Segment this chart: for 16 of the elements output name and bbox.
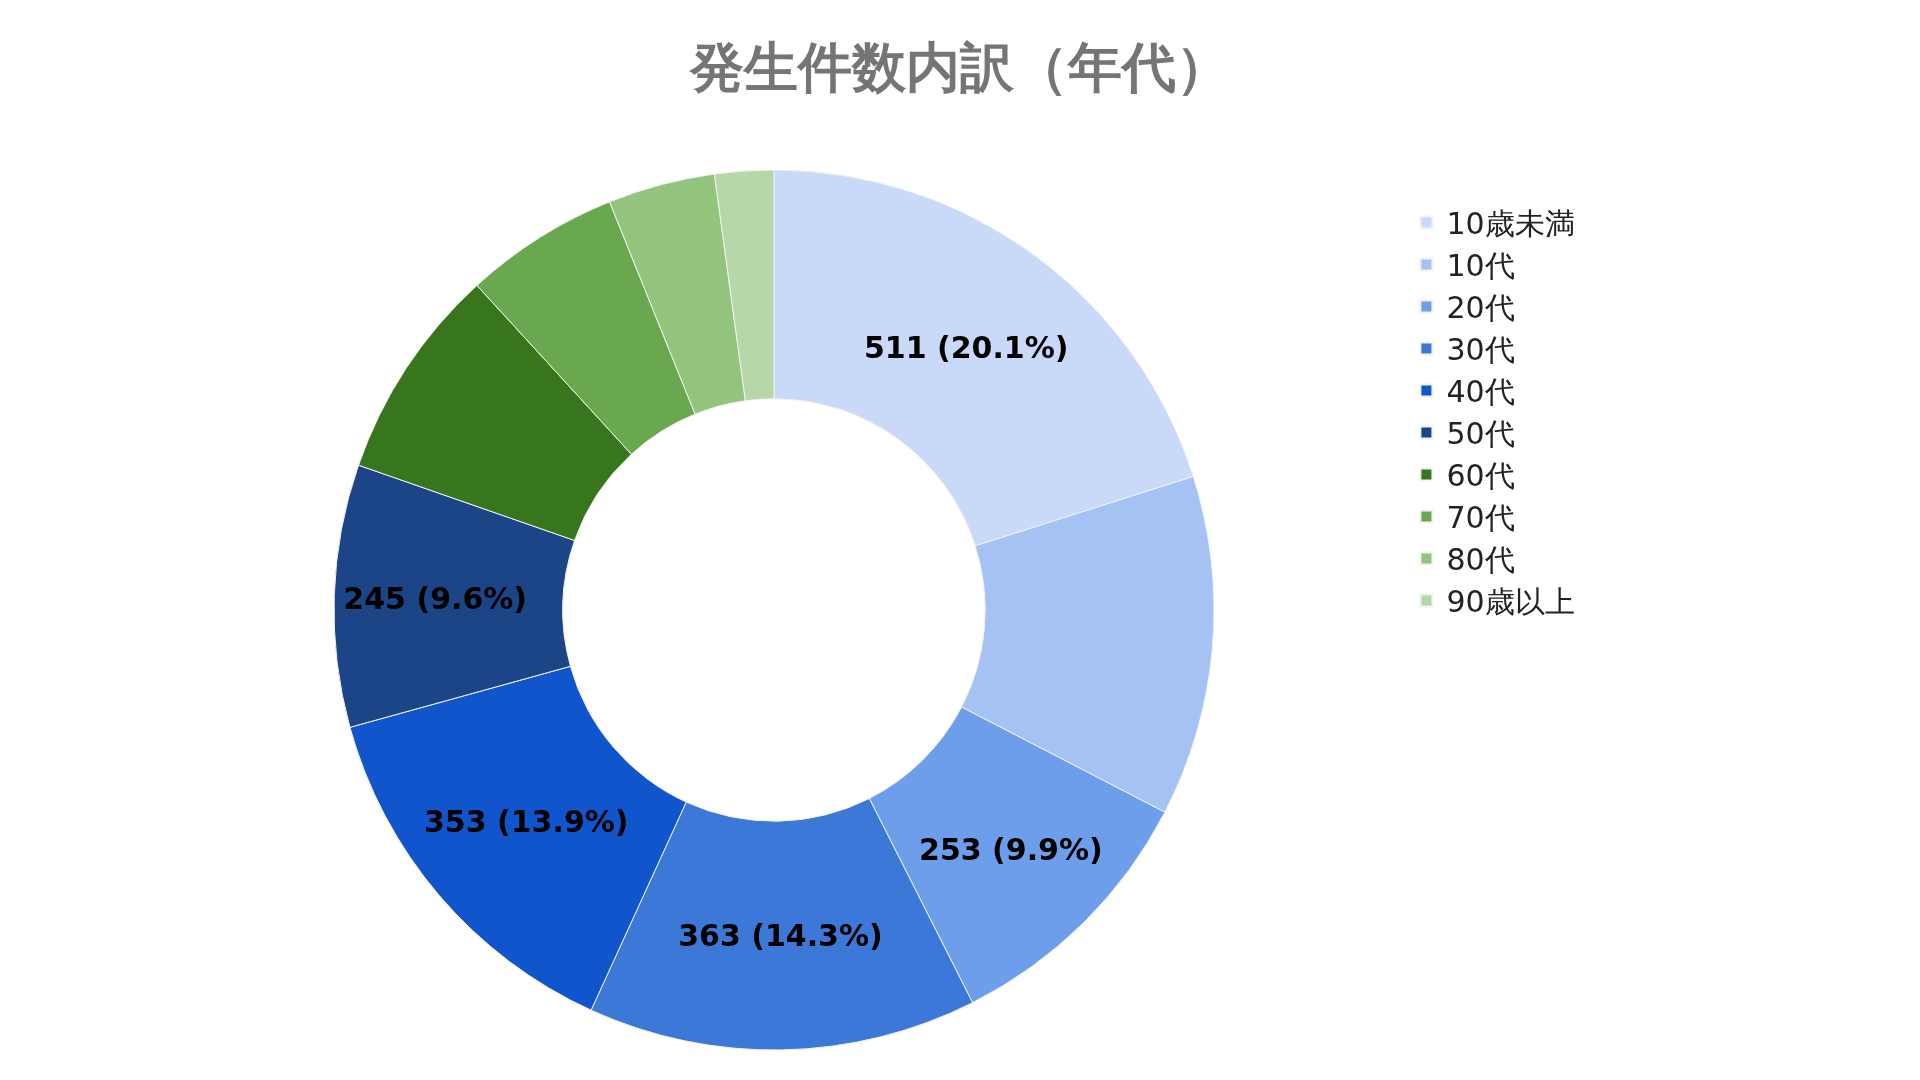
legend-label: 50代 (1446, 416, 1515, 452)
data-label: 353 (13.9%) (423, 803, 629, 839)
legend-label: 20代 (1446, 290, 1515, 326)
legend-label: 80代 (1446, 542, 1515, 578)
legend-label: 10歳未満 (1446, 206, 1575, 242)
legend-label: 90歳以上 (1446, 584, 1575, 620)
legend-label: 40代 (1446, 374, 1515, 410)
legend-label: 60代 (1446, 458, 1515, 494)
data-label: 245 (9.6%) (343, 581, 528, 617)
chart-title: 発生件数内訳（年代） (688, 36, 1230, 100)
data-label: 511 (20.1%) (863, 329, 1069, 365)
data-label: 363 (14.3%) (678, 918, 883, 954)
legend-label: 70代 (1446, 500, 1515, 536)
legend-label: 30代 (1446, 332, 1515, 368)
legend-label: 10代 (1446, 248, 1515, 284)
data-label: 253 (9.9%) (919, 831, 1103, 867)
